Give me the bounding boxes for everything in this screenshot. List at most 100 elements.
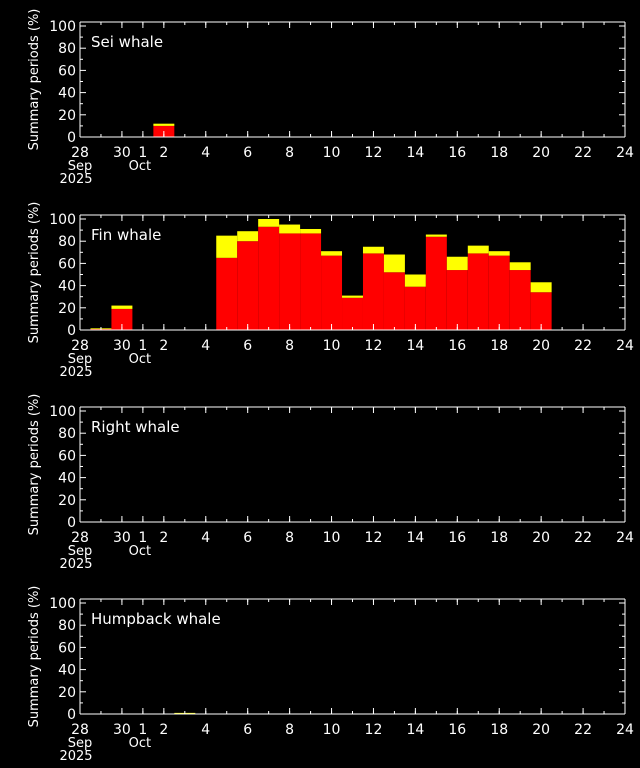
x-tick-label: 6 xyxy=(243,530,252,546)
month-label-oct: Oct xyxy=(129,352,151,367)
bar-segment xyxy=(383,254,405,273)
x-tick-label: 12 xyxy=(365,145,383,161)
x-tick-label: 28 xyxy=(71,530,89,546)
bar-segment xyxy=(300,228,322,234)
x-tick-label: 4 xyxy=(201,145,210,161)
x-tick-label: 20 xyxy=(532,722,550,738)
year-label: 2025 xyxy=(59,749,92,764)
month-label-sep: Sep xyxy=(68,544,93,559)
bar-segment xyxy=(216,257,238,330)
x-tick-label: 28 xyxy=(71,145,89,161)
x-tick-label: 24 xyxy=(616,338,634,354)
month-label-oct: Oct xyxy=(129,159,151,174)
bar-segment xyxy=(279,233,301,330)
y-tick-label: 80 xyxy=(58,426,76,442)
panel-title: Fin whale xyxy=(91,226,161,244)
bar-segment xyxy=(509,270,531,330)
month-label-oct: Oct xyxy=(129,736,151,751)
y-axis-label: Summary periods (%) xyxy=(27,9,42,151)
year-label: 2025 xyxy=(59,557,92,572)
x-tick-label: 8 xyxy=(285,530,294,546)
x-tick-label: 14 xyxy=(406,338,424,354)
bar-segment xyxy=(425,234,447,237)
x-tick-label: 14 xyxy=(406,722,424,738)
bar-segment xyxy=(488,255,510,330)
bar-segment xyxy=(530,282,552,293)
month-label-sep: Sep xyxy=(68,736,93,751)
x-tick-label: 24 xyxy=(616,145,634,161)
x-tick-label: 16 xyxy=(448,145,466,161)
y-tick-label: 60 xyxy=(58,640,76,656)
x-tick-label: 28 xyxy=(71,722,89,738)
month-label-sep: Sep xyxy=(68,159,93,174)
bar-segment xyxy=(446,270,468,330)
bar-segment xyxy=(404,286,426,330)
x-tick-label: 18 xyxy=(490,722,508,738)
x-tick-label: 10 xyxy=(323,338,341,354)
y-tick-label: 0 xyxy=(67,130,76,146)
y-axis-label: Summary periods (%) xyxy=(27,586,42,728)
x-tick-label: 6 xyxy=(243,722,252,738)
bar-segment xyxy=(237,231,259,242)
bar-segment xyxy=(362,253,384,330)
y-tick-label: 60 xyxy=(58,63,76,79)
x-tick-label: 20 xyxy=(532,145,550,161)
bar-segment xyxy=(342,295,363,298)
x-tick-label: 10 xyxy=(323,145,341,161)
x-tick-label: 30 xyxy=(113,722,131,738)
panel-title: Sei whale xyxy=(91,33,163,51)
bar-segment xyxy=(425,236,447,330)
x-tick-label: 2 xyxy=(159,145,168,161)
x-tick-label: 12 xyxy=(365,530,383,546)
x-tick-label: 24 xyxy=(616,722,634,738)
x-tick-label: 4 xyxy=(201,530,210,546)
bar-segment xyxy=(362,246,384,254)
x-tick-label: 4 xyxy=(201,338,210,354)
x-tick-label: 16 xyxy=(448,338,466,354)
y-tick-label: 80 xyxy=(58,234,76,250)
x-tick-label: 14 xyxy=(406,145,424,161)
bar-segment xyxy=(111,308,133,330)
y-tick-label: 100 xyxy=(49,212,76,228)
bar-segment xyxy=(509,262,531,271)
y-tick-label: 0 xyxy=(67,707,76,723)
x-tick-label: 14 xyxy=(406,530,424,546)
x-tick-label: 8 xyxy=(285,145,294,161)
x-tick-label: 2 xyxy=(159,722,168,738)
x-tick-label: 20 xyxy=(532,338,550,354)
x-tick-label: 28 xyxy=(71,338,89,354)
x-tick-label: 1 xyxy=(138,145,147,161)
y-tick-label: 40 xyxy=(58,279,76,295)
y-tick-label: 20 xyxy=(58,493,76,509)
x-tick-label: 1 xyxy=(138,530,147,546)
y-tick-label: 80 xyxy=(58,618,76,634)
bar-segment xyxy=(488,251,510,256)
x-tick-label: 2 xyxy=(159,530,168,546)
x-tick-label: 6 xyxy=(243,145,252,161)
x-tick-label: 4 xyxy=(201,722,210,738)
x-tick-label: 18 xyxy=(490,145,508,161)
bar-segment xyxy=(404,274,426,287)
bar-segment xyxy=(383,272,405,330)
x-tick-label: 1 xyxy=(138,338,147,354)
y-tick-label: 100 xyxy=(49,19,76,35)
bar-segment xyxy=(237,241,259,330)
y-tick-label: 40 xyxy=(58,663,76,679)
x-tick-label: 20 xyxy=(532,530,550,546)
y-tick-label: 20 xyxy=(58,301,76,317)
month-label-oct: Oct xyxy=(129,544,151,559)
y-tick-label: 20 xyxy=(58,108,76,124)
y-tick-label: 0 xyxy=(67,515,76,531)
bar-segment xyxy=(258,226,280,330)
x-tick-label: 22 xyxy=(574,338,592,354)
x-tick-label: 30 xyxy=(113,530,131,546)
x-tick-label: 18 xyxy=(490,530,508,546)
y-tick-label: 60 xyxy=(58,256,76,272)
x-tick-label: 6 xyxy=(243,338,252,354)
x-tick-label: 8 xyxy=(285,338,294,354)
x-tick-label: 2 xyxy=(159,338,168,354)
bar-segment xyxy=(321,251,343,256)
bar-segment xyxy=(342,297,363,330)
